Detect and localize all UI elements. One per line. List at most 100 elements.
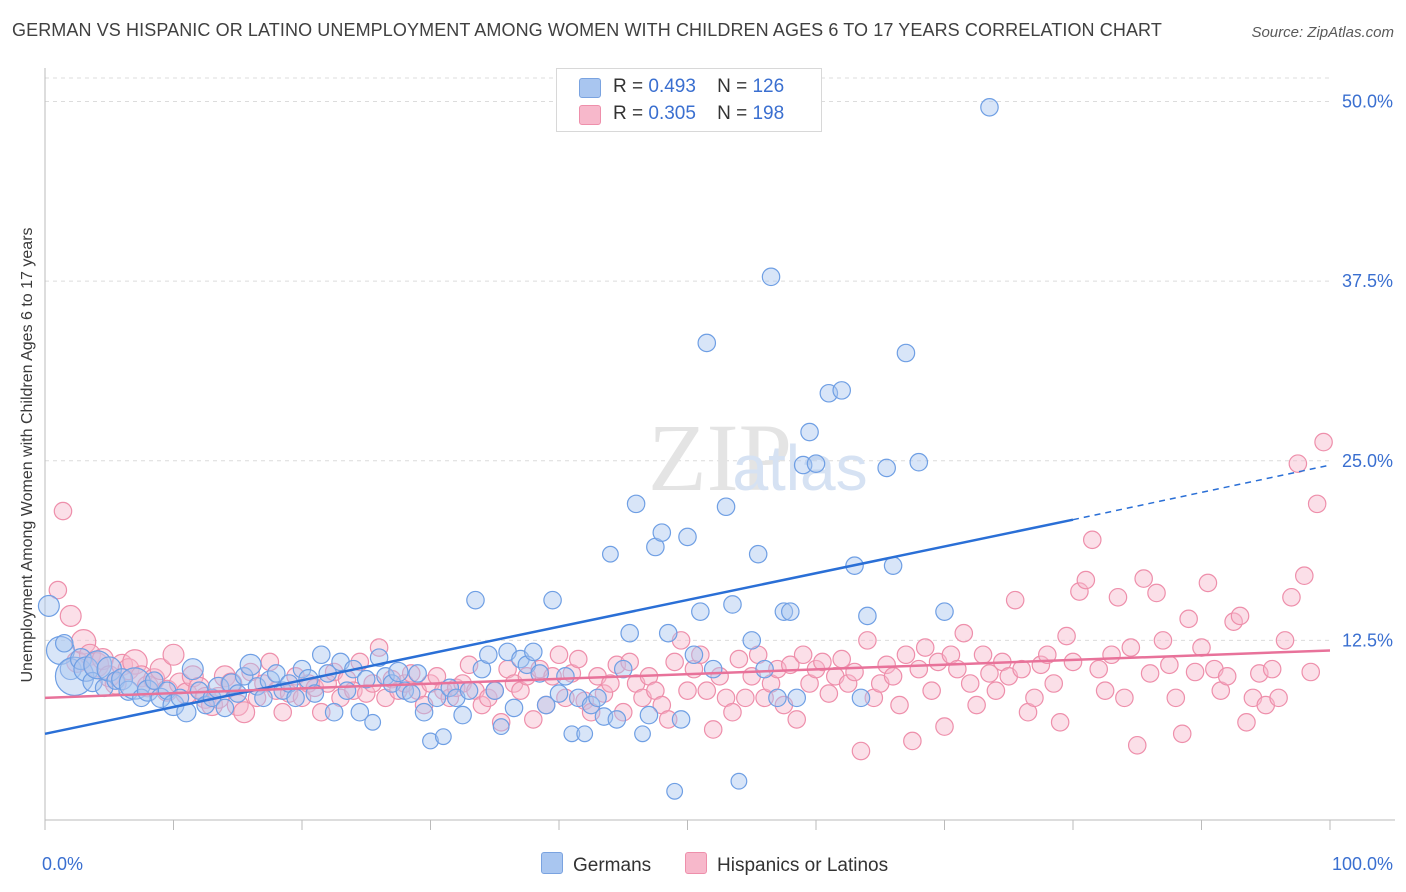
point-hispanics (401, 664, 421, 683)
point-hispanics (1269, 688, 1288, 708)
legend-label-germans: Germans (573, 855, 652, 876)
point-hispanics (736, 688, 755, 708)
point-hispanics (1095, 681, 1115, 700)
legend-swatch-hispanics (579, 105, 601, 125)
point-germans (730, 772, 748, 790)
point-hispanics (922, 681, 941, 700)
point-germans (459, 681, 479, 700)
data-points (37, 98, 1333, 800)
point-germans (485, 681, 505, 700)
point-hispanics (903, 731, 922, 751)
watermark-zip: ZIP (648, 404, 792, 511)
point-hispanics (1147, 583, 1166, 603)
point-hispanics (1134, 569, 1153, 588)
point-germans (427, 688, 447, 708)
point-hispanics (813, 652, 832, 672)
point-hispanics (960, 674, 980, 693)
point-hispanics (1050, 712, 1070, 732)
point-germans (697, 333, 717, 353)
point-hispanics (53, 501, 73, 521)
point-germans (111, 668, 134, 691)
point-germans (530, 664, 550, 683)
point-hispanics (479, 688, 498, 708)
point-germans (613, 659, 633, 679)
point-hispanics (233, 701, 256, 724)
point-germans (54, 633, 74, 653)
point-hispanics (986, 681, 1006, 700)
point-hispanics (1076, 570, 1096, 590)
point-hispanics (665, 652, 684, 672)
point-germans (935, 602, 954, 621)
point-germans (806, 454, 826, 473)
point-germans (106, 671, 125, 690)
chart-title: GERMAN VS HISPANIC OR LATINO UNEMPLOYMEN… (12, 20, 1162, 40)
series-legend-hispanics[interactable]: Hispanics or Latinos (685, 852, 888, 877)
point-hispanics (1282, 587, 1301, 607)
legend-n-value-hispanics: 198 (752, 103, 785, 124)
point-germans (37, 594, 60, 617)
point-germans (768, 688, 787, 708)
point-germans (369, 648, 389, 667)
point-hispanics (819, 684, 839, 703)
point-germans (626, 494, 646, 514)
point-hispanics (440, 688, 460, 708)
point-hispanics (1217, 667, 1237, 686)
point-hispanics (1044, 674, 1064, 693)
series-legend-germans[interactable]: Germans (541, 852, 651, 877)
point-germans (181, 658, 204, 681)
point-germans (563, 725, 581, 743)
point-germans (504, 698, 524, 718)
gridlines (45, 77, 1330, 641)
point-germans (832, 381, 851, 400)
point-hispanics (954, 623, 974, 643)
point-hispanics (524, 710, 543, 729)
point-hispanics (568, 649, 588, 669)
point-hispanics (858, 631, 877, 650)
point-germans (716, 497, 736, 517)
point-germans (364, 713, 382, 731)
point-hispanics (658, 710, 678, 729)
point-hispanics (601, 674, 620, 693)
tick-labels: 12.5% 25.0% 37.5% 50.0% 0.0% 100.0% (42, 92, 1393, 874)
point-hispanics (890, 695, 909, 715)
legend-r-label: R = (613, 103, 644, 124)
point-germans (748, 544, 768, 564)
source-label: Source: ZipAtlas.com (1251, 24, 1394, 41)
point-germans (896, 343, 916, 363)
point-germans (292, 659, 312, 679)
point-hispanics (59, 604, 82, 627)
point-germans (118, 667, 152, 700)
point-germans (652, 523, 672, 542)
point-hispanics (472, 695, 492, 715)
point-hispanics (1025, 688, 1044, 708)
point-hispanics (915, 638, 935, 657)
point-hispanics (48, 580, 68, 600)
point-germans (215, 698, 235, 718)
legend-swatch-hispanics (685, 852, 707, 874)
point-hispanics (1108, 587, 1128, 607)
point-hispanics (1262, 659, 1282, 679)
point-germans (453, 705, 472, 725)
point-hispanics (1166, 688, 1186, 708)
point-hispanics (832, 649, 851, 669)
point-hispanics (909, 659, 929, 679)
point-germans (556, 667, 575, 686)
point-hispanics (691, 645, 710, 665)
point-hispanics (1314, 432, 1333, 452)
point-hispanics (1063, 652, 1083, 672)
point-hispanics (149, 658, 172, 681)
point-hispanics (1082, 530, 1102, 550)
point-germans (639, 705, 659, 725)
point-germans (755, 659, 774, 679)
point-germans (909, 452, 929, 472)
point-hispanics (678, 681, 697, 700)
point-hispanics (1179, 609, 1198, 629)
y-tick-label: 37.5% (1342, 271, 1393, 291)
point-germans (581, 695, 601, 715)
point-hispanics (549, 645, 569, 665)
point-germans (576, 725, 594, 743)
point-germans (466, 590, 485, 610)
point-germans (408, 664, 427, 683)
point-hispanics (1115, 688, 1134, 708)
point-hispanics (1089, 659, 1108, 679)
